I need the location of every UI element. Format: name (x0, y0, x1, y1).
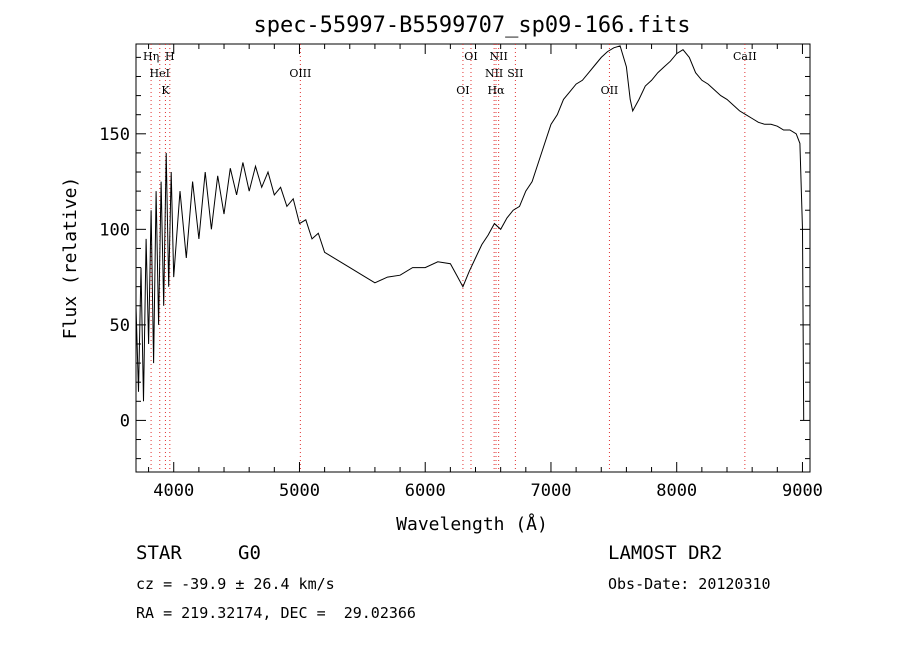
spectral-subclass: G0 (238, 542, 261, 564)
plot-frame (135, 43, 811, 473)
emission-line-label: NII (485, 67, 503, 80)
emission-line-label: H (165, 50, 175, 63)
y-axis: 0 50 100 150 (99, 56, 810, 460)
emission-line-label: HeI (150, 67, 170, 80)
x-tick-label: 5000 (279, 481, 320, 501)
y-tick-label: 100 (99, 220, 130, 240)
chart-title: spec-55997-B5599707_sp09-166.fits (253, 13, 690, 38)
y-tick-label: 50 (110, 316, 130, 336)
observation-date: Obs-Date: 20120310 (608, 575, 771, 593)
emission-line-label: OI (464, 50, 477, 63)
emission-line-label: OIII (289, 67, 311, 80)
redshift-velocity: cz = -39.9 ± 26.4 km/s (136, 575, 335, 593)
x-tick-label: 7000 (530, 481, 571, 501)
emission-line-label: CaII (733, 50, 757, 63)
emission-line-label: K (161, 84, 170, 97)
x-tick-label: 9000 (782, 481, 823, 501)
emission-line-label: SII (507, 67, 523, 80)
survey-name: LAMOST DR2 (608, 542, 723, 564)
spectrum-line (135, 45, 805, 421)
object-class: STAR (136, 542, 182, 564)
coordinates: RA = 219.32174, DEC = 29.02366 (136, 604, 416, 622)
x-tick-label: 8000 (656, 481, 697, 501)
x-tick-label: 6000 (405, 481, 446, 501)
emission-line-label: OII (601, 84, 619, 97)
emission-line-label: Hη (143, 50, 159, 63)
x-axis: 4000 5000 6000 7000 8000 9000 (148, 44, 823, 501)
emission-lines (150, 44, 746, 472)
x-axis-label: Wavelength (Å) (396, 513, 548, 535)
emission-line-label: Hα (487, 84, 505, 97)
emission-line-label: NII (489, 50, 507, 63)
emission-line-label: OI (456, 84, 469, 97)
x-tick-label: 4000 (153, 481, 194, 501)
y-tick-label: 150 (99, 125, 130, 145)
y-tick-label: 0 (120, 411, 130, 431)
y-axis-label: Flux (relative) (60, 177, 81, 340)
